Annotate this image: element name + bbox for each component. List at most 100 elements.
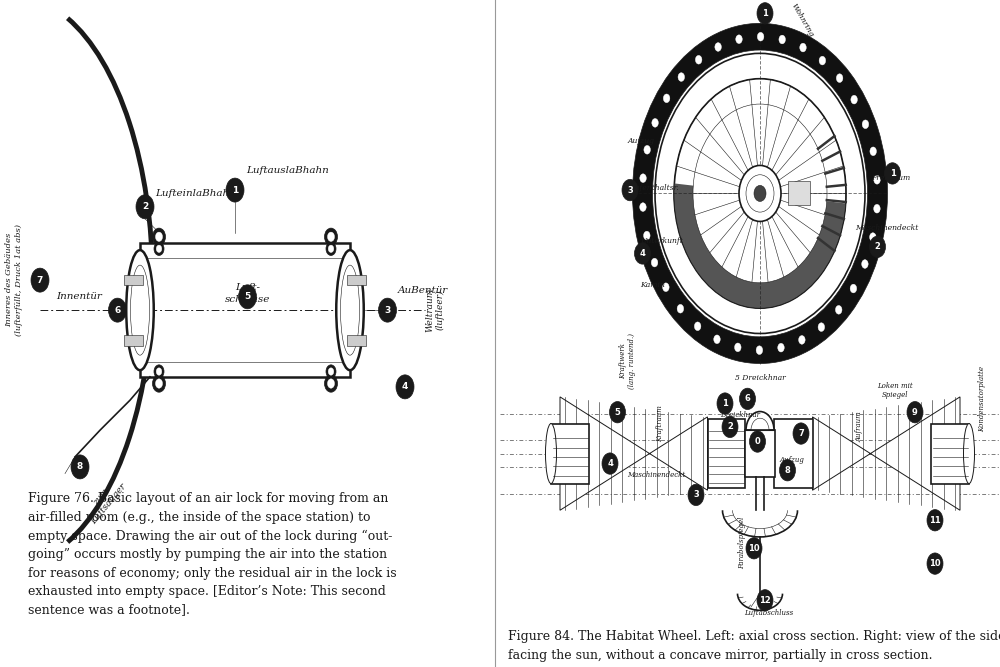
Text: 9: 9 xyxy=(912,408,918,417)
Text: Aufenthaltsr.: Aufenthaltsr. xyxy=(630,184,680,192)
Circle shape xyxy=(695,55,702,64)
Ellipse shape xyxy=(546,424,556,484)
Circle shape xyxy=(640,203,646,211)
Circle shape xyxy=(154,365,164,378)
Bar xyxy=(347,335,366,346)
Circle shape xyxy=(800,43,806,52)
Circle shape xyxy=(156,232,162,241)
Circle shape xyxy=(694,322,701,331)
Circle shape xyxy=(226,178,244,202)
Text: 5: 5 xyxy=(615,408,620,417)
Bar xyxy=(551,424,589,484)
Bar xyxy=(140,243,350,377)
Text: Kamin: Kamin xyxy=(640,281,665,289)
Circle shape xyxy=(635,243,650,264)
Ellipse shape xyxy=(340,265,360,355)
Text: 11: 11 xyxy=(929,516,941,525)
Text: LufteinlaBhahn: LufteinlaBhahn xyxy=(155,189,236,198)
Text: Aufraum: Aufraum xyxy=(856,412,864,442)
Text: 7: 7 xyxy=(37,275,43,285)
Circle shape xyxy=(735,343,741,352)
Wedge shape xyxy=(633,23,888,364)
Circle shape xyxy=(862,259,868,268)
Circle shape xyxy=(326,242,336,255)
Circle shape xyxy=(156,368,162,375)
Text: 10: 10 xyxy=(748,544,760,553)
Text: 8: 8 xyxy=(785,466,790,475)
Circle shape xyxy=(850,284,857,293)
Bar xyxy=(931,424,969,484)
Circle shape xyxy=(602,453,618,474)
Circle shape xyxy=(677,304,684,313)
Circle shape xyxy=(851,95,857,104)
Circle shape xyxy=(780,460,796,481)
Circle shape xyxy=(678,73,685,81)
Circle shape xyxy=(818,323,825,331)
Text: Parabolspiegel: Parabolspiegel xyxy=(738,516,746,569)
Circle shape xyxy=(622,179,638,201)
Circle shape xyxy=(778,344,784,352)
Wedge shape xyxy=(674,183,846,308)
Circle shape xyxy=(836,74,843,83)
Circle shape xyxy=(663,283,669,291)
Text: Inneres des Gebäudes
(lufterfüllt, Druck 1at abs): Inneres des Gebäudes (lufterfüllt, Druck… xyxy=(5,224,23,336)
Circle shape xyxy=(739,165,781,221)
Circle shape xyxy=(156,245,162,253)
Bar xyxy=(708,419,745,488)
Text: Freitraum: Freitraum xyxy=(871,174,910,182)
Circle shape xyxy=(328,379,334,388)
Text: 6: 6 xyxy=(114,305,121,315)
Text: 1: 1 xyxy=(890,169,895,178)
Circle shape xyxy=(396,375,414,399)
Ellipse shape xyxy=(130,265,150,355)
Circle shape xyxy=(378,298,396,322)
Circle shape xyxy=(154,242,164,255)
Text: Dreickhnar: Dreickhnar xyxy=(720,411,760,419)
Circle shape xyxy=(324,375,338,392)
Text: Innentür: Innentür xyxy=(57,292,102,301)
Text: Figure 76. Basic layout of an air lock for moving from an
air-filled room (e.g.,: Figure 76. Basic layout of an air lock f… xyxy=(28,492,396,616)
Bar xyxy=(124,275,143,285)
Circle shape xyxy=(717,393,733,414)
Text: Kraftraum: Kraftraum xyxy=(656,406,664,442)
Text: 3: 3 xyxy=(693,490,699,500)
Text: 1: 1 xyxy=(762,9,768,18)
Bar xyxy=(144,258,346,362)
Text: Maschinendeckt: Maschinendeckt xyxy=(855,224,918,232)
Circle shape xyxy=(714,335,720,344)
Text: Kondensatorplatte: Kondensatorplatte xyxy=(978,366,986,432)
Text: Kraftwerk
(lang. runtend.): Kraftwerk (lang. runtend.) xyxy=(619,333,636,389)
Circle shape xyxy=(328,232,334,241)
Text: Loken mit
Spiegel: Loken mit Spiegel xyxy=(877,382,913,399)
Circle shape xyxy=(746,538,762,559)
Text: AuBentür: AuBentür xyxy=(398,285,448,295)
Polygon shape xyxy=(560,397,708,510)
Circle shape xyxy=(31,268,49,292)
Circle shape xyxy=(652,119,658,127)
Circle shape xyxy=(324,228,338,245)
Text: 1: 1 xyxy=(722,399,728,408)
Circle shape xyxy=(927,510,943,531)
Text: 0: 0 xyxy=(755,437,760,446)
Bar xyxy=(745,430,775,477)
Text: 2: 2 xyxy=(727,422,733,432)
Circle shape xyxy=(756,346,763,354)
Wedge shape xyxy=(655,53,865,334)
Circle shape xyxy=(715,43,721,51)
Text: zum
Luftsauger: zum Luftsauger xyxy=(82,475,128,526)
Bar xyxy=(124,335,143,346)
Text: 6: 6 xyxy=(745,394,750,404)
Wedge shape xyxy=(751,418,769,430)
Circle shape xyxy=(610,402,626,423)
Circle shape xyxy=(757,3,773,24)
Text: 2: 2 xyxy=(875,242,880,251)
Ellipse shape xyxy=(126,250,154,370)
Circle shape xyxy=(793,423,809,444)
Circle shape xyxy=(663,94,670,103)
Text: 4: 4 xyxy=(607,459,613,468)
Text: 7: 7 xyxy=(798,429,804,438)
Circle shape xyxy=(640,174,646,183)
Circle shape xyxy=(722,416,738,438)
Text: Luft-
schleuse: Luft- schleuse xyxy=(225,283,270,303)
Text: 3: 3 xyxy=(384,305,391,315)
